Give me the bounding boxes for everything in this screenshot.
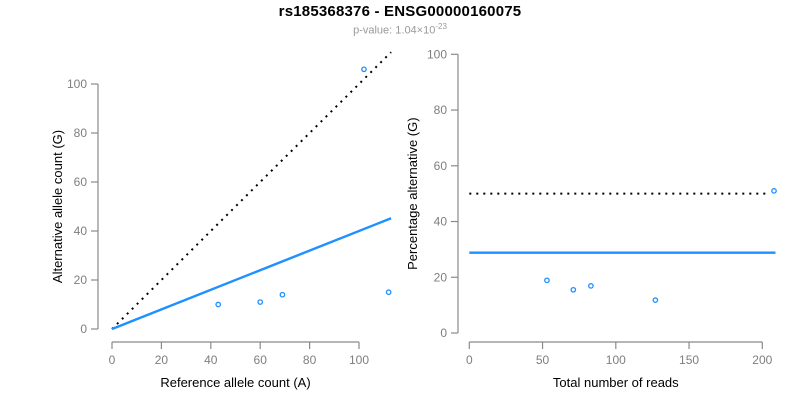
figure-title: rs185368376 - ENSG00000160075: [278, 3, 522, 20]
x-tick-label: 100: [349, 353, 369, 367]
data-point: [771, 188, 777, 194]
y-tick-label: 0: [440, 326, 447, 340]
x-axis-label: Reference allele count (A): [160, 375, 310, 390]
data-point: [279, 291, 286, 298]
y-tick-label: 100: [427, 47, 447, 61]
y-tick-label: 60: [74, 175, 88, 189]
x-tick-label: 100: [606, 353, 626, 367]
y-tick-label: 80: [74, 126, 88, 140]
fit-line: [111, 217, 392, 331]
y-axis-label: Percentage alternative (G): [405, 117, 420, 269]
data-point: [652, 297, 659, 303]
identity-line: [111, 51, 392, 330]
data-point: [361, 66, 367, 73]
data-point: [588, 283, 594, 289]
x-axis-label: Total number of reads: [553, 375, 679, 390]
x-tick-label: 0: [466, 353, 473, 367]
x-tick-label: 40: [204, 353, 218, 367]
data-point: [570, 286, 577, 293]
data-point: [215, 301, 222, 308]
data-point: [544, 277, 550, 284]
y-tick-label: 100: [67, 77, 87, 91]
pvalue-exponent: -23: [435, 22, 447, 31]
y-tick-label: 40: [74, 224, 88, 238]
data-point: [257, 299, 264, 305]
figure-subtitle: p-value: 1.04×10-23: [0, 22, 800, 37]
x-tick-label: 20: [155, 353, 169, 367]
x-tick-label: 60: [254, 353, 268, 367]
y-tick-label: 20: [74, 273, 88, 287]
x-tick-label: 200: [752, 353, 772, 367]
y-tick-label: 60: [434, 159, 448, 173]
x-tick-label: 50: [536, 353, 550, 367]
y-tick-label: 40: [434, 215, 448, 229]
x-tick-label: 0: [109, 353, 116, 367]
y-tick-label: 20: [434, 270, 448, 284]
x-tick-label: 150: [679, 353, 699, 367]
y-tick-label: 0: [80, 322, 87, 336]
data-point: [385, 289, 392, 296]
x-tick-label: 80: [303, 353, 317, 367]
pvalue-text: p-value: 1.04×10: [353, 24, 436, 37]
y-tick-label: 80: [434, 103, 448, 117]
y-axis-label: Alternative allele count (G): [50, 130, 65, 283]
